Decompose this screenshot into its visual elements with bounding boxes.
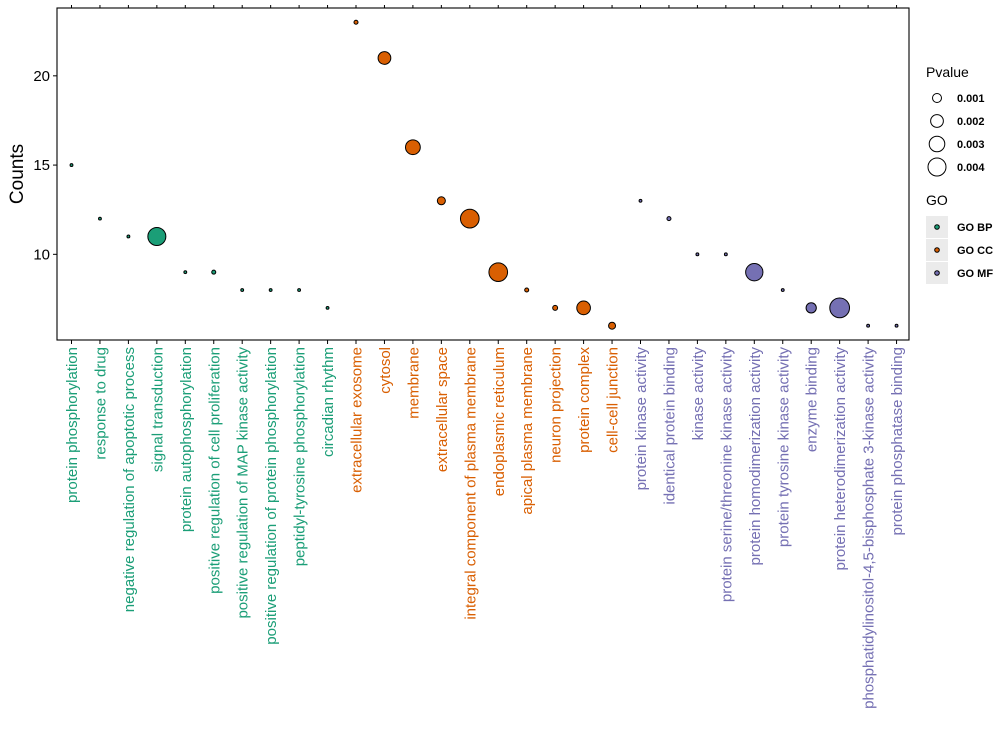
legend-size-title: Pvalue <box>926 64 969 80</box>
data-point <box>377 51 392 65</box>
plot-panel <box>56 7 910 341</box>
legend-color-title: GO <box>926 192 948 208</box>
legend-size-label: 0.001 <box>957 93 985 105</box>
x-category-label: protein serine/threonine kinase activity <box>718 347 735 603</box>
data-point <box>436 196 446 206</box>
data-point <box>695 252 700 257</box>
x-category-label: protein autophosphorylation <box>178 347 195 532</box>
x-axis: protein phosphorylation response to drug n… <box>64 5 906 709</box>
x-category-label: protein complex <box>576 347 593 453</box>
data-point <box>459 208 480 229</box>
x-category-label: integral component of plasma membrane <box>462 347 479 620</box>
x-category-label: membrane <box>405 347 422 419</box>
x-category-label: peptidyl-tyrosine phosphorylation <box>292 347 309 566</box>
data-point <box>183 270 188 275</box>
legend-size-label: 0.004 <box>957 162 985 174</box>
data-point <box>745 263 764 282</box>
x-category-label: protein phosphatase binding <box>889 347 906 535</box>
data-point <box>69 163 74 167</box>
x-category-label: phosphatidylinositol-4,5-bisphosphate 3-… <box>861 347 878 709</box>
data-point <box>240 288 245 292</box>
legend-color-label: GO BP <box>957 222 992 234</box>
legend-color-label: GO CC <box>957 245 993 257</box>
data-point <box>147 226 167 246</box>
data-point <box>325 305 330 310</box>
data-point <box>98 216 102 221</box>
x-category-label: cytosol <box>377 347 394 394</box>
legend-color-label: GO MF <box>957 268 993 280</box>
data-point <box>805 302 817 314</box>
data-point <box>524 287 530 293</box>
x-category-label: identical protein binding <box>661 347 678 505</box>
x-category-label: response to drug <box>92 347 109 460</box>
data-point <box>268 288 273 292</box>
legend-color-dot <box>934 270 940 276</box>
data-point <box>608 321 617 330</box>
x-category-label: positive regulation of protein phosphory… <box>263 347 280 645</box>
legend-size-circle <box>932 93 942 103</box>
x-category-label: extracellular exosome <box>349 347 366 493</box>
x-category-label: apical plasma membrane <box>519 347 536 515</box>
data-point <box>353 19 359 25</box>
data-point <box>866 323 871 328</box>
x-category-label: positive regulation of cell proliferatio… <box>206 347 223 594</box>
legend-size-circle <box>928 135 946 153</box>
data-points <box>69 19 899 330</box>
y-tick-label: 20 <box>33 68 50 85</box>
legend-size-circle <box>927 157 947 177</box>
legend-size-label: 0.002 <box>957 116 985 128</box>
data-point <box>894 323 899 328</box>
x-category-label: protein homodimerization activity <box>747 347 764 566</box>
x-category-label: signal transduction <box>149 347 166 472</box>
y-axis-title: Counts <box>7 144 28 204</box>
y-tick-label: 10 <box>33 246 50 263</box>
data-point <box>552 304 559 311</box>
x-category-label: kinase activity <box>690 347 707 441</box>
data-point <box>723 252 728 257</box>
x-category-label: protein kinase activity <box>633 347 650 491</box>
x-category-label: negative regulation of apoptotic process <box>121 347 138 612</box>
y-axis: 10 15 20 <box>33 68 57 263</box>
x-category-label: circadian rhythm <box>320 347 337 457</box>
x-category-label: protein phosphorylation <box>64 347 81 503</box>
data-point <box>405 139 421 156</box>
x-category-label: protein heterodimerization activity <box>832 347 849 571</box>
data-point <box>488 262 509 283</box>
x-category-label: enzyme binding <box>804 347 821 452</box>
data-point <box>666 216 672 222</box>
data-point <box>297 288 302 292</box>
data-point <box>211 269 217 275</box>
y-tick-label: 15 <box>33 157 50 174</box>
legend-color-dot <box>934 224 940 230</box>
legend: Pvalue 0.001 0.002 0.003 0.004 GO GO BP GO CC GO… <box>926 64 993 284</box>
x-category-label: protein tyrosine kinase activity <box>775 347 792 548</box>
data-point <box>126 234 131 239</box>
data-point <box>576 300 591 316</box>
x-category-label: endoplasmic reticulum <box>491 347 508 496</box>
data-point <box>638 198 643 203</box>
legend-size-circle <box>930 114 944 128</box>
legend-color-dot <box>934 247 940 253</box>
data-point <box>829 297 851 319</box>
x-category-label: positive regulation of MAP kinase activi… <box>235 347 252 619</box>
legend-size-label: 0.003 <box>957 139 985 151</box>
x-category-label: neuron projection <box>548 347 565 463</box>
x-category-label: cell-cell junction <box>605 347 622 453</box>
x-category-label: extracellular space <box>434 347 451 472</box>
data-point <box>780 288 785 292</box>
